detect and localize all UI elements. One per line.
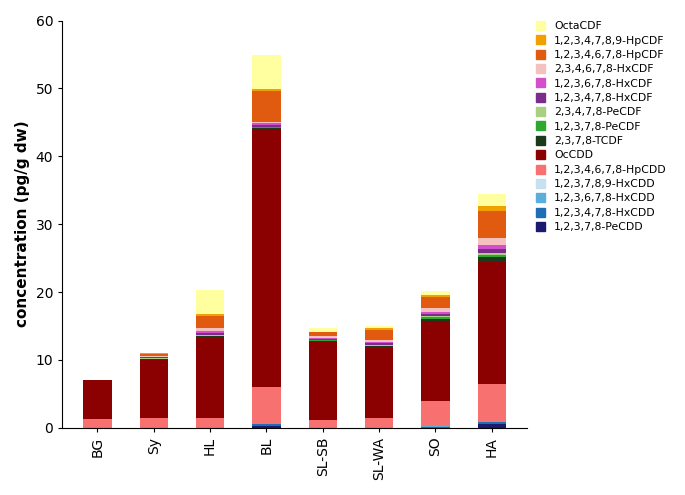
Bar xyxy=(196,328,224,331)
Bar xyxy=(421,317,449,319)
Bar xyxy=(365,344,393,345)
Bar xyxy=(252,127,281,128)
Bar xyxy=(477,194,506,206)
Bar xyxy=(196,418,224,428)
Bar xyxy=(365,347,393,418)
Bar xyxy=(421,291,449,295)
Bar xyxy=(365,345,393,346)
Bar xyxy=(140,418,168,428)
Bar xyxy=(421,400,449,427)
Bar xyxy=(421,295,449,297)
Bar xyxy=(84,380,112,419)
Bar xyxy=(309,342,337,420)
Bar xyxy=(196,333,224,335)
Bar xyxy=(477,255,506,257)
Bar xyxy=(252,123,281,125)
Bar xyxy=(196,336,224,338)
Bar xyxy=(196,338,224,418)
Bar xyxy=(252,125,281,127)
Bar xyxy=(252,92,281,122)
Bar xyxy=(140,357,168,358)
Bar xyxy=(309,420,337,428)
Bar xyxy=(365,418,393,428)
Bar xyxy=(477,245,506,248)
Bar xyxy=(309,336,337,338)
Bar xyxy=(84,419,112,428)
Bar xyxy=(365,342,393,344)
Bar xyxy=(252,424,281,426)
Bar xyxy=(252,387,281,424)
Bar xyxy=(477,248,506,252)
Legend: OctaCDF, 1,2,3,4,7,8,9-HpCDF, 1,2,3,4,6,7,8-HpCDF, 2,3,4,6,7,8-HxCDF, 1,2,3,6,7,: OctaCDF, 1,2,3,4,7,8,9-HpCDF, 1,2,3,4,6,… xyxy=(532,18,670,236)
Bar xyxy=(252,128,281,129)
Bar xyxy=(196,335,224,336)
Bar xyxy=(421,297,449,308)
Bar xyxy=(196,314,224,316)
Bar xyxy=(421,316,449,317)
Bar xyxy=(421,427,449,428)
Bar xyxy=(252,122,281,123)
Bar xyxy=(477,384,506,421)
Bar xyxy=(365,326,393,328)
Bar xyxy=(252,129,281,387)
Bar xyxy=(421,319,449,321)
Bar xyxy=(196,291,224,314)
Bar xyxy=(477,422,506,424)
Bar xyxy=(140,359,168,360)
Bar xyxy=(309,339,337,340)
Bar xyxy=(477,424,506,428)
Bar xyxy=(477,206,506,211)
Bar xyxy=(365,330,393,340)
Bar xyxy=(477,239,506,245)
Bar xyxy=(140,354,168,356)
Y-axis label: concentration (pg/g dw): concentration (pg/g dw) xyxy=(15,121,30,328)
Bar xyxy=(421,312,449,314)
Bar xyxy=(196,331,224,333)
Bar xyxy=(140,360,168,418)
Bar xyxy=(309,332,337,333)
Bar xyxy=(421,308,449,312)
Bar xyxy=(252,426,281,428)
Bar xyxy=(140,358,168,359)
Bar xyxy=(140,356,168,357)
Bar xyxy=(421,321,449,400)
Bar xyxy=(477,252,506,255)
Bar xyxy=(252,55,281,89)
Bar xyxy=(477,211,506,239)
Bar xyxy=(140,353,168,354)
Bar xyxy=(196,316,224,328)
Bar xyxy=(477,421,506,422)
Bar xyxy=(309,341,337,342)
Bar xyxy=(365,328,393,330)
Bar xyxy=(309,328,337,332)
Bar xyxy=(252,89,281,92)
Bar xyxy=(309,338,337,339)
Bar xyxy=(309,333,337,336)
Bar xyxy=(309,340,337,341)
Bar xyxy=(365,340,393,342)
Bar xyxy=(365,346,393,347)
Bar xyxy=(421,314,449,316)
Bar xyxy=(477,257,506,261)
Bar xyxy=(477,261,506,384)
